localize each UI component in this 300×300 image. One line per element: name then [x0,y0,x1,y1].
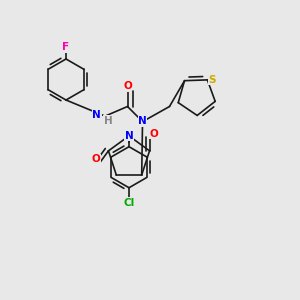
Text: H: H [103,116,112,126]
Text: N: N [138,116,147,127]
Text: O: O [123,81,132,91]
Text: O: O [150,129,158,139]
Text: N: N [124,131,134,141]
Text: Cl: Cl [123,198,135,208]
Text: F: F [62,42,70,52]
Text: S: S [208,75,216,85]
Text: O: O [91,154,100,164]
Text: N: N [92,110,101,121]
